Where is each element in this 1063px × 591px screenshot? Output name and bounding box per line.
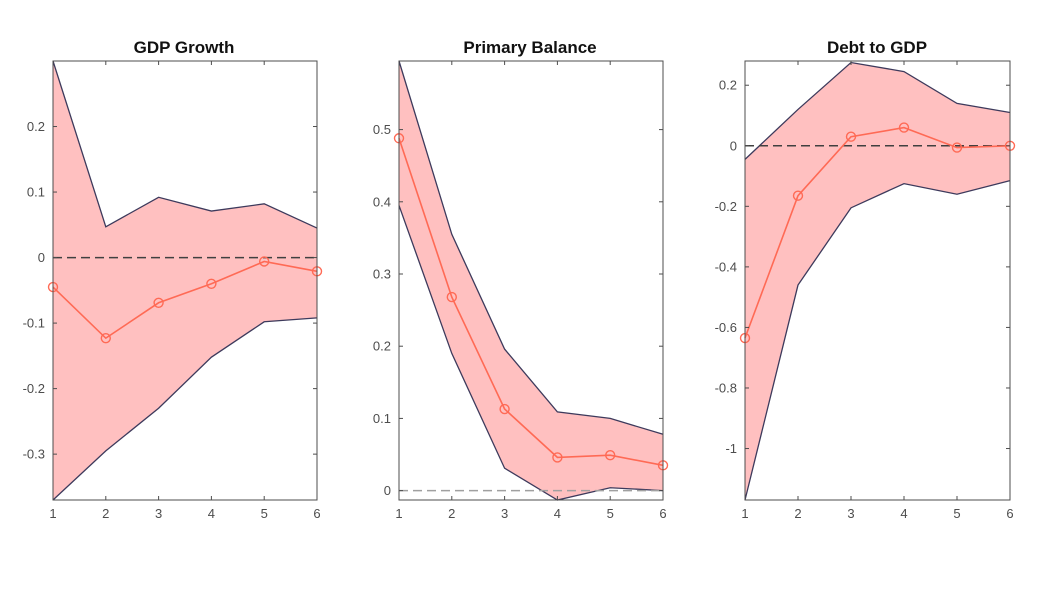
axes-box <box>52 60 318 501</box>
x-tick-label: 5 <box>607 506 614 521</box>
y-tick-label: 0.4 <box>373 194 391 209</box>
x-tick-label: 3 <box>155 506 162 521</box>
upper-bound-line <box>744 61 1011 160</box>
axes-box <box>398 60 664 501</box>
x-tick-label: 5 <box>261 506 268 521</box>
y-tick-label: 0 <box>730 138 737 153</box>
panel-gdp-growth: GDP Growth 1 2 3 4 5 6 -0.3 -0.2 -0.1 0 0.1 0.2 <box>23 38 323 521</box>
confidence-band <box>53 61 317 500</box>
y-tick-label: 0.2 <box>719 78 737 93</box>
x-tick-label: 6 <box>313 506 320 521</box>
confidence-band <box>745 62 1010 500</box>
x-tick-label: 6 <box>659 506 666 521</box>
median-point <box>100 332 112 344</box>
y-tick-label: 0 <box>384 483 391 498</box>
x-tick-label: 4 <box>900 506 907 521</box>
median-point <box>552 452 563 463</box>
median-point <box>259 256 270 267</box>
x-tick-label: 4 <box>208 506 215 521</box>
chart-title: Debt to GDP <box>827 38 927 57</box>
y-tick-label: 0.1 <box>373 411 391 426</box>
y-tick-label: 0 <box>38 250 45 265</box>
median-line <box>398 138 664 467</box>
median-point <box>153 297 164 308</box>
y-tick-label: -0.1 <box>23 316 45 331</box>
median-line <box>744 126 1011 339</box>
lower-bound-line <box>744 179 1011 501</box>
median-point <box>951 142 963 153</box>
lower-bound-line <box>398 205 664 501</box>
y-tick-label: -0.2 <box>23 381 45 396</box>
x-tick-label: 3 <box>501 506 508 521</box>
chart-title: GDP Growth <box>134 38 235 57</box>
median-point <box>605 450 616 461</box>
median-point <box>206 278 217 289</box>
y-tick-label: -0.2 <box>715 199 737 214</box>
median-point <box>898 122 910 133</box>
panel-debt-to-gdp: Debt to GDP 1 2 3 4 5 6 -1 -0.8 -0.6 -0.4 -0.2 0 0.2 <box>715 38 1016 521</box>
median-point <box>499 403 510 415</box>
axes-box <box>744 60 1011 501</box>
y-tick-label: -1 <box>725 441 737 456</box>
y-tick-label: 0.2 <box>373 339 391 354</box>
panel-primary-balance: Primary Balance 1 2 3 4 5 6 0 0.1 0.2 0.3 0.4 0.5 <box>373 38 669 521</box>
lower-bound-line <box>52 317 318 501</box>
x-tick-label: 2 <box>448 506 455 521</box>
x-tick-label: 4 <box>554 506 561 521</box>
x-tick-label: 1 <box>741 506 748 521</box>
y-tick-label: -0.3 <box>23 447 45 462</box>
y-tick-label: 0.5 <box>373 122 391 137</box>
x-tick-label: 6 <box>1006 506 1013 521</box>
median-line <box>52 260 318 340</box>
y-tick-label: -0.4 <box>715 259 737 274</box>
x-tick-label: 1 <box>395 506 402 521</box>
median-point <box>845 131 857 142</box>
median-point <box>792 190 804 201</box>
chart-title: Primary Balance <box>463 38 596 57</box>
x-tick-label: 1 <box>49 506 56 521</box>
x-tick-label: 2 <box>794 506 801 521</box>
y-tick-label: -0.6 <box>715 320 737 335</box>
confidence-band <box>399 61 663 500</box>
y-tick-label: -0.8 <box>715 380 737 395</box>
x-tick-label: 2 <box>102 506 109 521</box>
y-tick-label: 0.1 <box>27 185 45 200</box>
upper-bound-line <box>52 60 318 229</box>
x-tick-label: 5 <box>953 506 960 521</box>
x-tick-label: 3 <box>847 506 854 521</box>
y-tick-label: 0.3 <box>373 267 391 282</box>
y-tick-label: 0.2 <box>27 119 45 134</box>
upper-bound-line <box>398 60 664 435</box>
median-point <box>446 291 457 303</box>
